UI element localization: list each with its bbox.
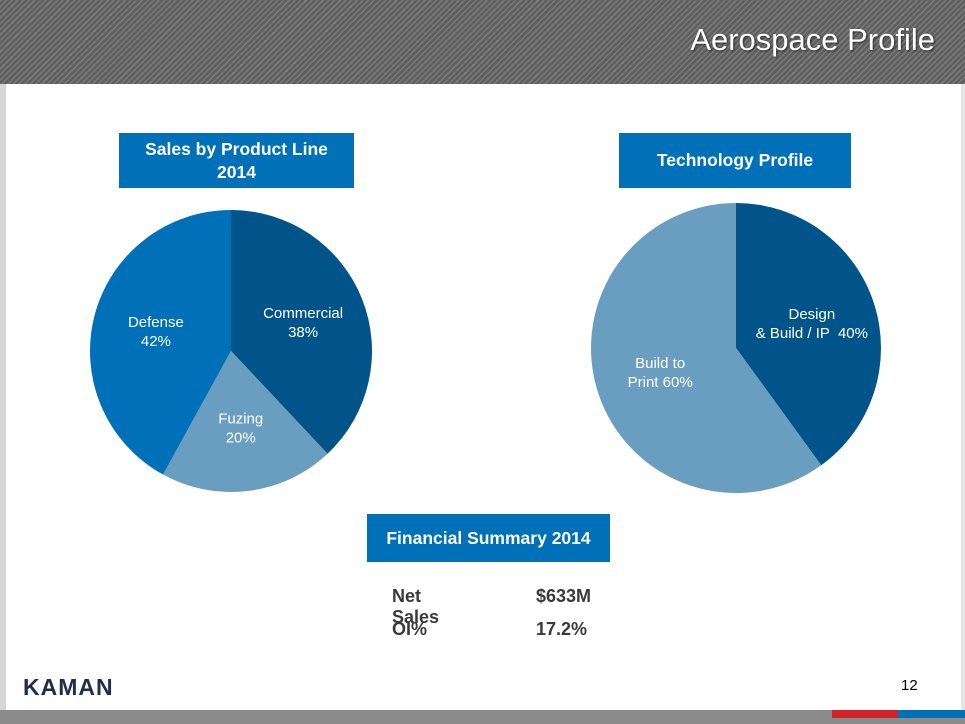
slice-label-build_to_print: Build to xyxy=(635,355,685,372)
slice-label-design_build: Design xyxy=(788,306,835,323)
slice-label-build_to_print: Print 60% xyxy=(628,374,693,391)
footer-bar xyxy=(0,710,965,724)
pie-slice-design_build xyxy=(736,203,881,466)
technology-chart-title-text: Technology Profile xyxy=(656,150,814,170)
kaman-logo: KAMAN xyxy=(23,674,114,700)
slide-header: Aerospace Profile xyxy=(0,0,965,84)
footer-red-accent xyxy=(832,710,898,718)
technology-chart-title: Technology Profile xyxy=(619,133,851,188)
right-frame-border xyxy=(961,84,965,710)
oi-percent-label: OI% xyxy=(392,619,428,639)
sales-chart-title: Sales by Product Line 2014 xyxy=(119,133,354,188)
pie-slice-commercial xyxy=(231,210,372,454)
pie-slice-defense xyxy=(90,210,231,475)
left-frame-border xyxy=(0,84,6,710)
slice-label-defense: Defense xyxy=(128,314,184,331)
slice-label-fuzing: 20% xyxy=(226,429,256,446)
pie-slice-fuzing xyxy=(163,351,328,492)
slice-label-commercial: 38% xyxy=(288,324,318,341)
technology-pie-chart: Design & Build / IP 40% Build to Print 60% xyxy=(591,203,881,494)
page-number: 12 xyxy=(901,677,918,694)
sales-chart-title-line1: Sales by Product Line xyxy=(145,138,328,159)
slide-title: Aerospace Profile xyxy=(690,22,935,57)
net-sales-value: $633M xyxy=(536,586,592,606)
slice-label-fuzing: Fuzing xyxy=(218,410,263,427)
sales-chart-title-line2: 2014 xyxy=(217,161,256,182)
net-sales-label: Net Sales xyxy=(392,586,440,627)
pie-slice-build_to_print xyxy=(591,203,822,494)
slice-label-defense: 42% xyxy=(141,333,171,350)
slice-label-design_build: & Build / IP 40% xyxy=(756,325,868,342)
footer-blue-accent xyxy=(898,710,965,718)
slice-label-commercial: Commercial xyxy=(263,305,343,322)
financial-summary-title: Financial Summary 2014 xyxy=(367,514,610,562)
financial-summary-title-text: Financial Summary 2014 xyxy=(386,527,591,548)
oi-percent-value: 17.2% xyxy=(536,619,588,639)
sales-pie-chart: Commercial 38% Fuzing 20% Defense 42% xyxy=(90,210,372,492)
